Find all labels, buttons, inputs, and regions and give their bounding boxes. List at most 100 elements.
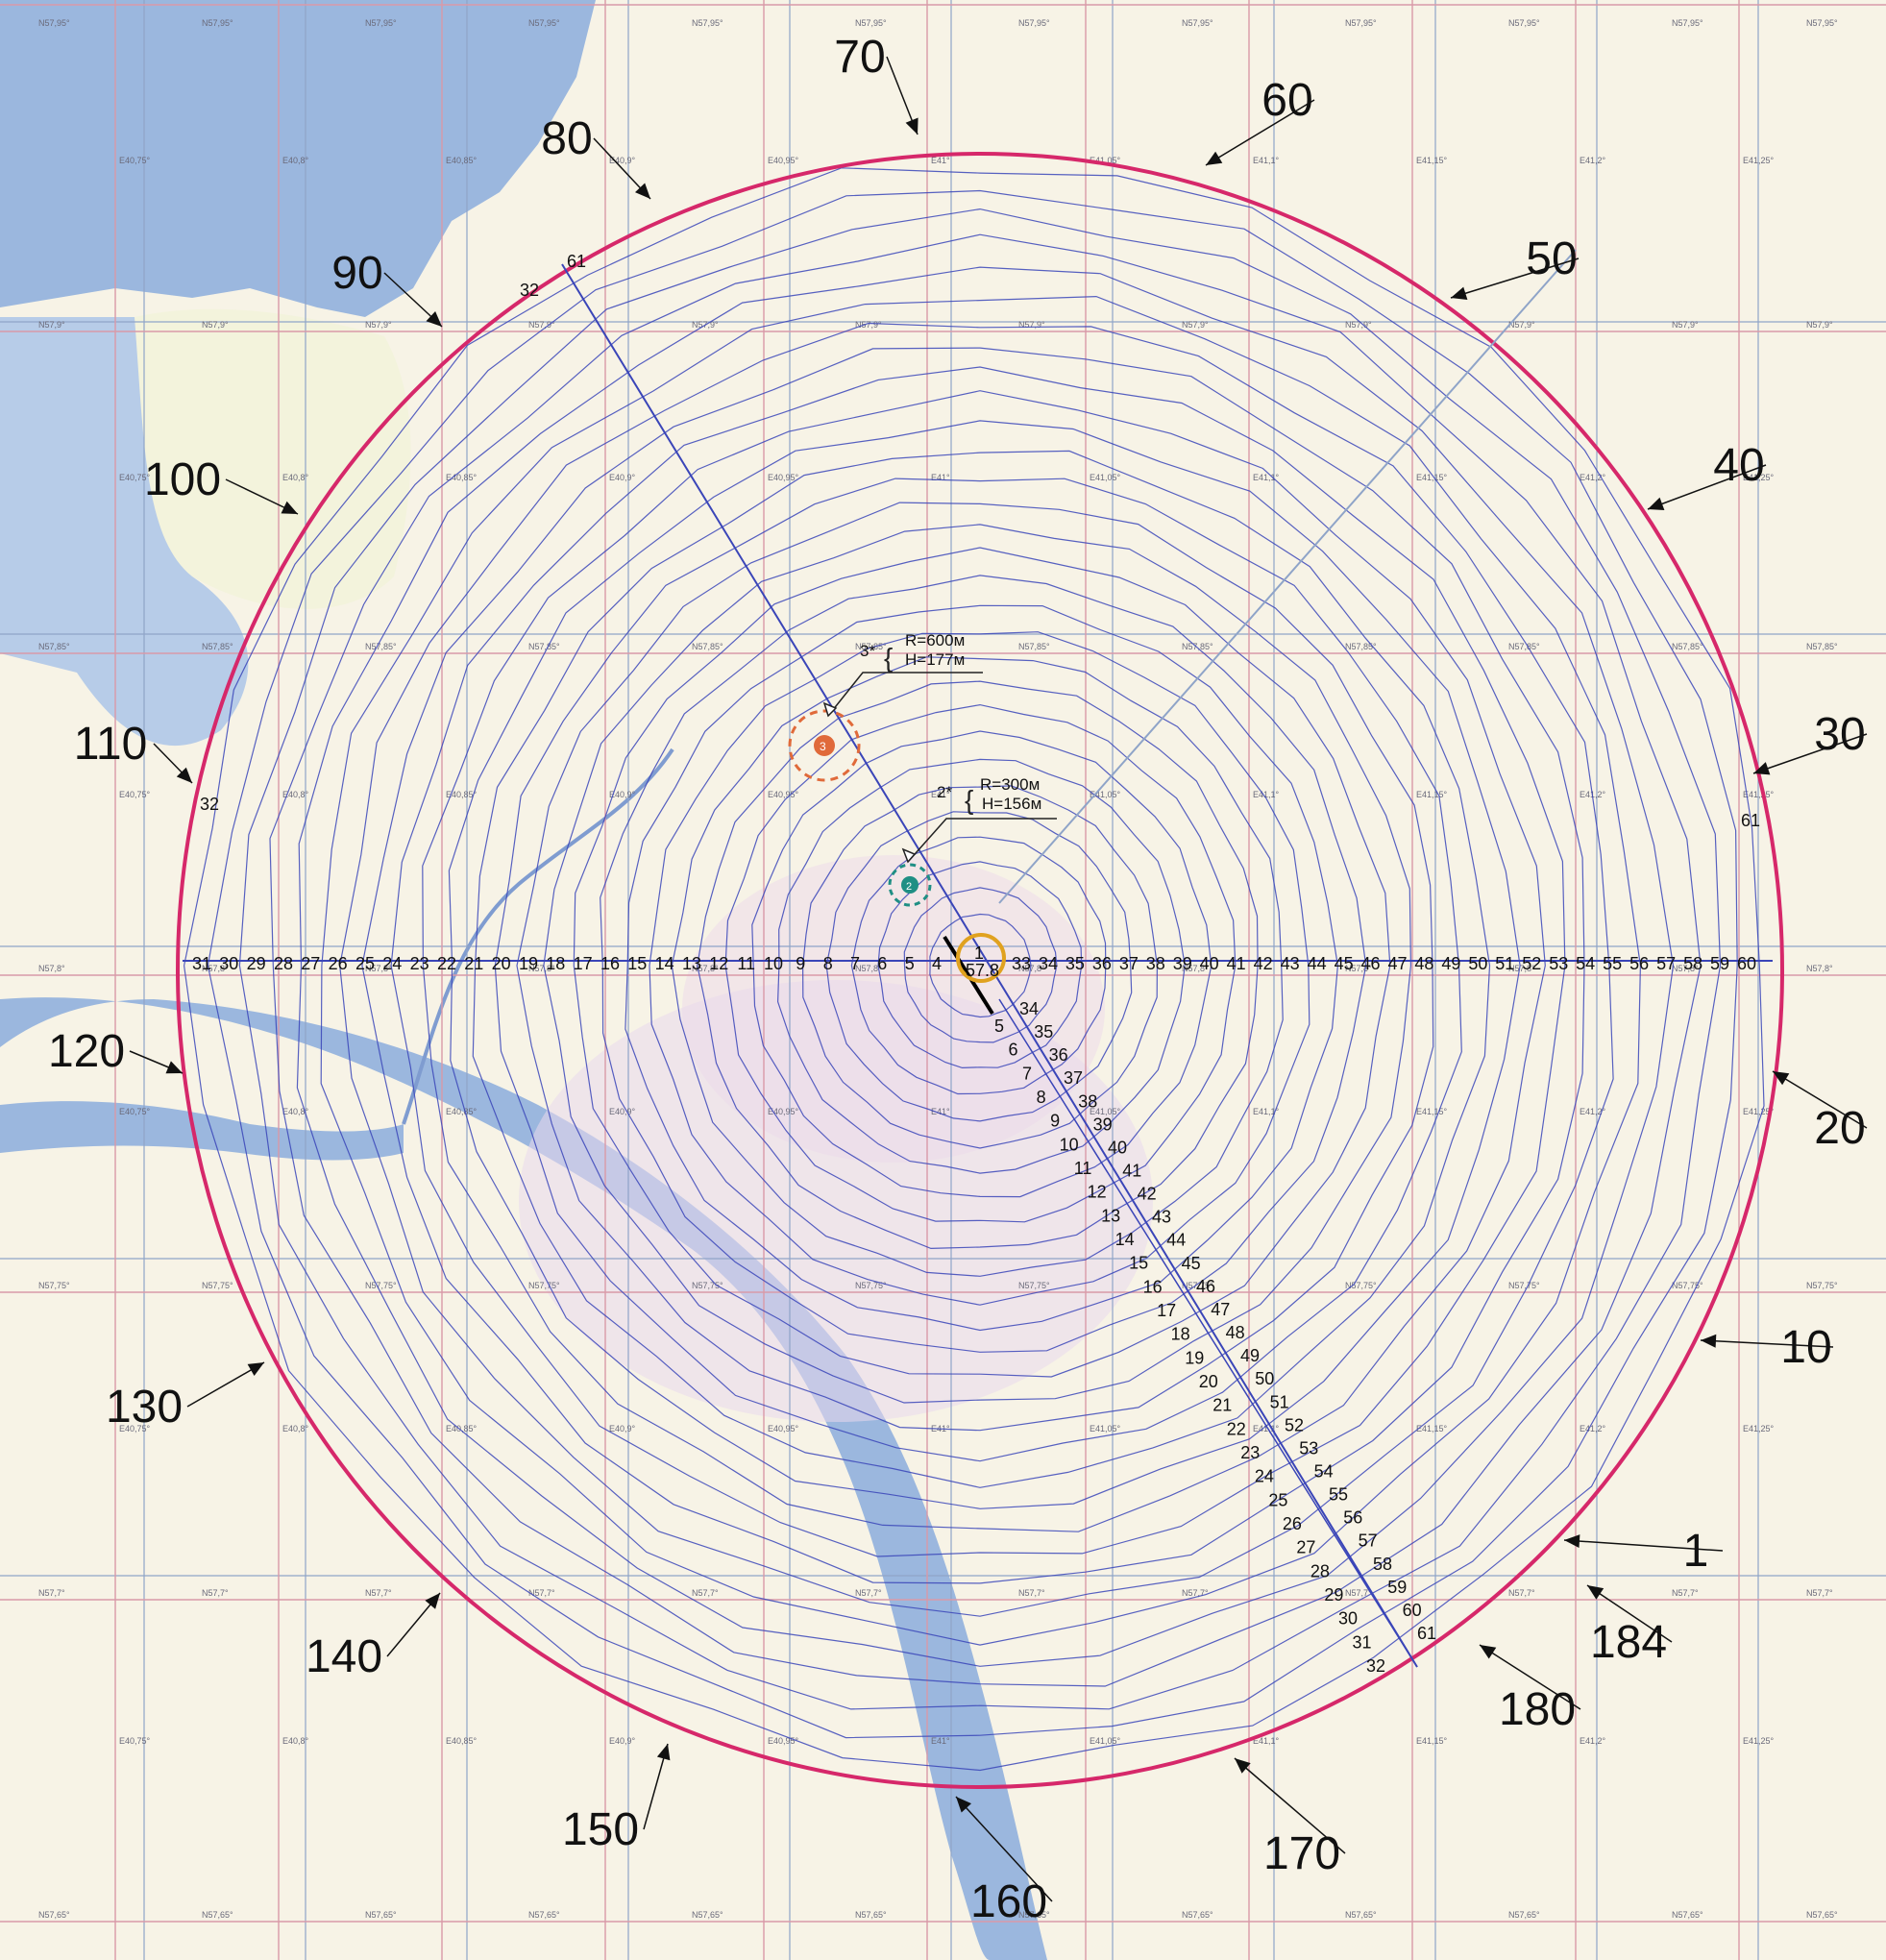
profile-point-label: 31	[192, 954, 211, 973]
latitude-label: N57,75°	[38, 1281, 70, 1290]
profile-point-label: 49	[1240, 1346, 1260, 1365]
profile-point-label: 35	[1034, 1022, 1053, 1041]
obstacle-2-zone[interactable]	[888, 863, 932, 907]
longitude-label: E41°	[931, 473, 950, 482]
contour-ring	[339, 322, 1614, 1617]
obstacle-3-zone[interactable]	[788, 709, 861, 782]
obstacle-3-height: H=177м	[905, 650, 965, 669]
longitude-label: E40,85°	[446, 156, 478, 165]
longitude-label: E41,1°	[1253, 1424, 1280, 1433]
direction-marker-label: 40	[1713, 440, 1764, 491]
profile-point-label: 41	[1227, 954, 1246, 973]
edge-label-w-32: 32	[200, 795, 219, 814]
profile-point-label: 9	[796, 954, 805, 973]
direction-arrow-line	[1450, 257, 1580, 299]
latitude-label: N57,65°	[38, 1910, 70, 1920]
profile-point-label: 15	[627, 954, 647, 973]
profile-point-label: 25	[1268, 1490, 1287, 1509]
longitude-label: E41,05°	[1090, 1424, 1121, 1433]
obstacle-2-marker[interactable]	[901, 876, 919, 894]
profile-point-label: 41	[1122, 1162, 1141, 1181]
longitude-label: E41°	[931, 1107, 950, 1116]
profile-point-label: 48	[1414, 954, 1433, 973]
profile-point-label: 30	[219, 954, 238, 973]
obstacle-3-marker[interactable]	[814, 735, 835, 756]
profile-point-label: 44	[1166, 1231, 1186, 1250]
latitude-label: N57,9°	[1508, 320, 1535, 330]
direction-arrowhead	[165, 1061, 183, 1074]
latitude-label: N57,8°	[1345, 964, 1372, 973]
contour-ring	[825, 811, 1133, 1122]
profile-point-label: 23	[410, 954, 429, 973]
direction-marker-label: 140	[306, 1631, 382, 1682]
obstacle-3-arrowhead	[822, 701, 838, 718]
diagonal-profile-labels: 5678910111213141516171819202122232425262…	[994, 999, 1436, 1676]
center-site[interactable]: 1 57.8	[956, 933, 1006, 983]
profile-point-label: 19	[519, 954, 538, 973]
center-site-ring[interactable]	[956, 933, 1006, 983]
profile-point-label: 21	[464, 954, 483, 973]
profile-point-label: 59	[1387, 1578, 1407, 1597]
latitude-label: N57,8°	[528, 964, 555, 973]
latitude-label: N57,65°	[692, 1910, 723, 1920]
profile-point-label: 12	[709, 954, 728, 973]
direction-arrowhead	[1753, 762, 1771, 775]
contour-ring	[801, 785, 1159, 1149]
latitude-label: N57,95°	[1672, 18, 1703, 28]
direction-marker-label: 80	[541, 113, 592, 164]
direction-arrowhead	[1701, 1334, 1717, 1348]
direction-marker-label: 160	[970, 1876, 1047, 1927]
longitude-label: E41,1°	[1253, 790, 1280, 799]
latitude-label: N57,95°	[692, 18, 723, 28]
obstacle-3[interactable]: 3 3* { R=600м H=177м	[788, 631, 983, 782]
obstacle-2[interactable]: 2 2* { R=300м H=156м	[888, 775, 1057, 907]
edge-label-nw-32: 32	[520, 281, 539, 300]
longitude-label: E40,9°	[609, 156, 636, 165]
latitude-label: N57,7°	[1806, 1588, 1833, 1598]
direction-arrow-line	[955, 1796, 1053, 1902]
obstacle-2-number: 2	[906, 881, 912, 893]
latitude-label: N57,95°	[38, 18, 70, 28]
profile-point-label: 10	[764, 954, 783, 973]
profile-point-label: 27	[301, 954, 320, 973]
latitude-label: N57,85°	[365, 642, 397, 651]
profile-point-label: 59	[1710, 954, 1729, 973]
latitude-label: N57,7°	[38, 1588, 65, 1598]
tributary	[402, 747, 674, 1125]
longitude-label: E41,25°	[1743, 156, 1775, 165]
profile-point-label: 36	[1092, 954, 1112, 973]
latitude-label: N57,7°	[1345, 1588, 1372, 1598]
profile-point-label: 58	[1683, 954, 1702, 973]
longitude-label: E41,25°	[1743, 1736, 1775, 1746]
profile-point-label: 13	[682, 954, 701, 973]
profile-point-label: 20	[1199, 1372, 1218, 1391]
direction-arrowhead	[905, 117, 919, 135]
longitude-label: E40,95°	[768, 1736, 799, 1746]
water-bodies	[0, 0, 1047, 1960]
latitude-label: N57,95°	[202, 18, 233, 28]
profile-point-label: 20	[492, 954, 511, 973]
profile-point-label: 53	[1299, 1438, 1318, 1458]
longitude-label: E40,75°	[119, 156, 151, 165]
longitude-label: E41,25°	[1743, 790, 1775, 799]
longitude-label: E41,1°	[1253, 473, 1280, 482]
boundary-ring	[176, 152, 1784, 1789]
latitude-label: N57,8°	[365, 964, 392, 973]
contour-ring	[724, 703, 1237, 1223]
profile-point-label: 29	[247, 954, 266, 973]
longitude-label: E40,75°	[119, 1424, 151, 1433]
latitude-label: N57,7°	[202, 1588, 229, 1598]
contour-ring	[697, 680, 1259, 1250]
profile-point-label: 26	[1283, 1514, 1302, 1533]
profile-point-label: 19	[1185, 1348, 1204, 1367]
profile-point-label: 9	[1050, 1112, 1060, 1131]
contour-ring	[448, 420, 1521, 1509]
profile-point-label: 21	[1212, 1396, 1232, 1415]
latitude-label: N57,75°	[528, 1281, 560, 1290]
profile-point-label: 56	[1629, 954, 1649, 973]
direction-marker-label: 70	[834, 32, 885, 83]
latitude-label: N57,9°	[1672, 320, 1699, 330]
longitude-label: E40,85°	[446, 1736, 478, 1746]
latitude-label: N57,95°	[1018, 18, 1050, 28]
obstacle-2-tag: 2*	[937, 783, 952, 801]
